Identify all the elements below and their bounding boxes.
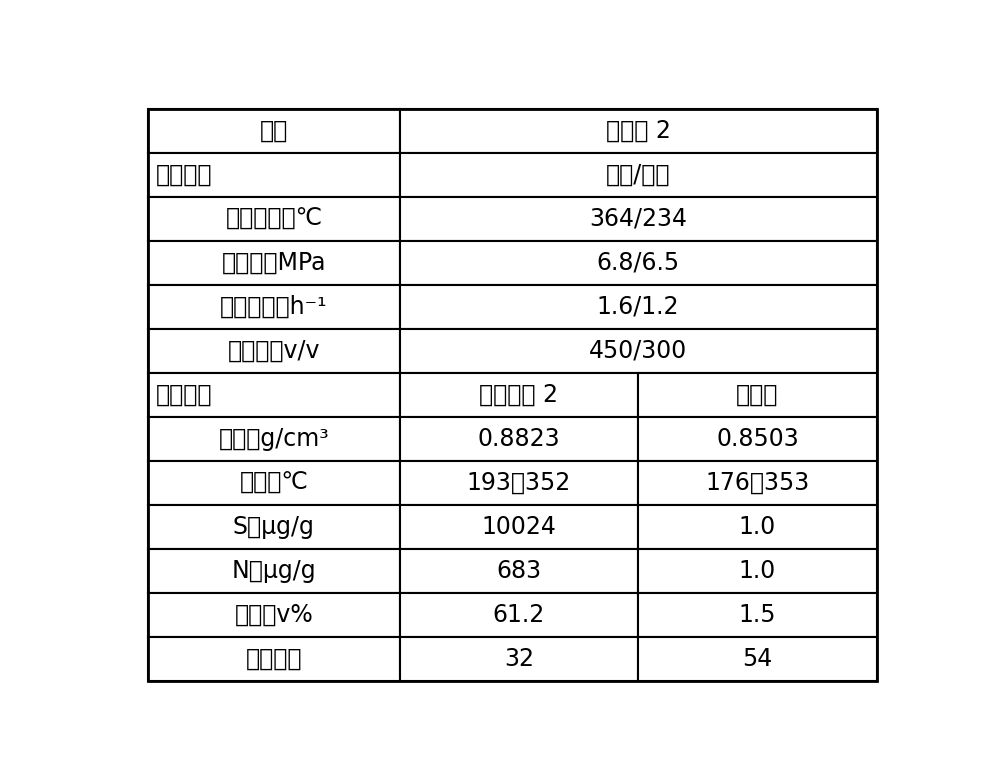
- Bar: [400, 549, 638, 593]
- Text: N，μg/g: N，μg/g: [232, 559, 316, 583]
- Text: 项目: 项目: [260, 119, 288, 143]
- Bar: [638, 549, 877, 593]
- Bar: [148, 505, 400, 549]
- Text: 1.0: 1.0: [739, 515, 776, 539]
- Bar: [400, 637, 638, 681]
- Bar: [400, 461, 638, 505]
- Bar: [148, 373, 400, 417]
- Bar: [400, 197, 877, 241]
- Text: 6.8/6.5: 6.8/6.5: [597, 251, 680, 275]
- Bar: [148, 197, 400, 241]
- Bar: [148, 241, 400, 285]
- Bar: [400, 153, 877, 197]
- Text: 密度，g/cm³: 密度，g/cm³: [219, 427, 329, 451]
- Text: 氢分压，MPa: 氢分压，MPa: [222, 251, 326, 275]
- Bar: [148, 549, 400, 593]
- Text: 1.6/1.2: 1.6/1.2: [597, 295, 679, 319]
- Bar: [148, 285, 400, 329]
- Bar: [400, 329, 877, 373]
- Text: 生成油: 生成油: [736, 383, 779, 407]
- Bar: [638, 505, 877, 549]
- Bar: [400, 285, 877, 329]
- Bar: [148, 637, 400, 681]
- Bar: [400, 109, 877, 153]
- Text: 氢油比，v/v: 氢油比，v/v: [228, 339, 320, 363]
- Text: 体积空速，h⁻¹: 体积空速，h⁻¹: [220, 295, 328, 319]
- Text: 176～353: 176～353: [705, 471, 810, 495]
- Text: 1.5: 1.5: [739, 603, 776, 627]
- Bar: [400, 593, 638, 637]
- Text: 54: 54: [742, 647, 773, 671]
- Text: 柴油原料 2: 柴油原料 2: [479, 383, 558, 407]
- Bar: [638, 417, 877, 461]
- Text: 馏程，℃: 馏程，℃: [239, 471, 308, 495]
- Bar: [400, 417, 638, 461]
- Text: 0.8823: 0.8823: [478, 427, 560, 451]
- Bar: [638, 373, 877, 417]
- Text: 364/234: 364/234: [589, 207, 687, 231]
- Text: 1.0: 1.0: [739, 559, 776, 583]
- Text: 193～352: 193～352: [467, 471, 571, 495]
- Bar: [148, 461, 400, 505]
- Bar: [400, 505, 638, 549]
- Bar: [638, 637, 877, 681]
- Bar: [638, 461, 877, 505]
- Text: 芳烃，v%: 芳烃，v%: [235, 603, 313, 627]
- Text: 一反/二反: 一反/二反: [606, 163, 670, 187]
- Bar: [400, 373, 638, 417]
- Text: 61.2: 61.2: [493, 603, 545, 627]
- Text: 32: 32: [504, 647, 534, 671]
- Bar: [638, 593, 877, 637]
- Text: 实施例 2: 实施例 2: [606, 119, 671, 143]
- Text: 0.8503: 0.8503: [716, 427, 799, 451]
- Text: 油品性质: 油品性质: [156, 383, 212, 407]
- Bar: [148, 593, 400, 637]
- Text: 10024: 10024: [481, 515, 556, 539]
- Text: 工艺条件: 工艺条件: [156, 163, 212, 187]
- Bar: [148, 329, 400, 373]
- Bar: [400, 241, 877, 285]
- Bar: [148, 417, 400, 461]
- Text: S，μg/g: S，μg/g: [233, 515, 315, 539]
- Text: 683: 683: [496, 559, 541, 583]
- Text: 450/300: 450/300: [589, 339, 687, 363]
- Text: 十六烷值: 十六烷值: [246, 647, 302, 671]
- Bar: [148, 153, 400, 197]
- Bar: [148, 109, 400, 153]
- Text: 反应温度，℃: 反应温度，℃: [225, 207, 322, 231]
